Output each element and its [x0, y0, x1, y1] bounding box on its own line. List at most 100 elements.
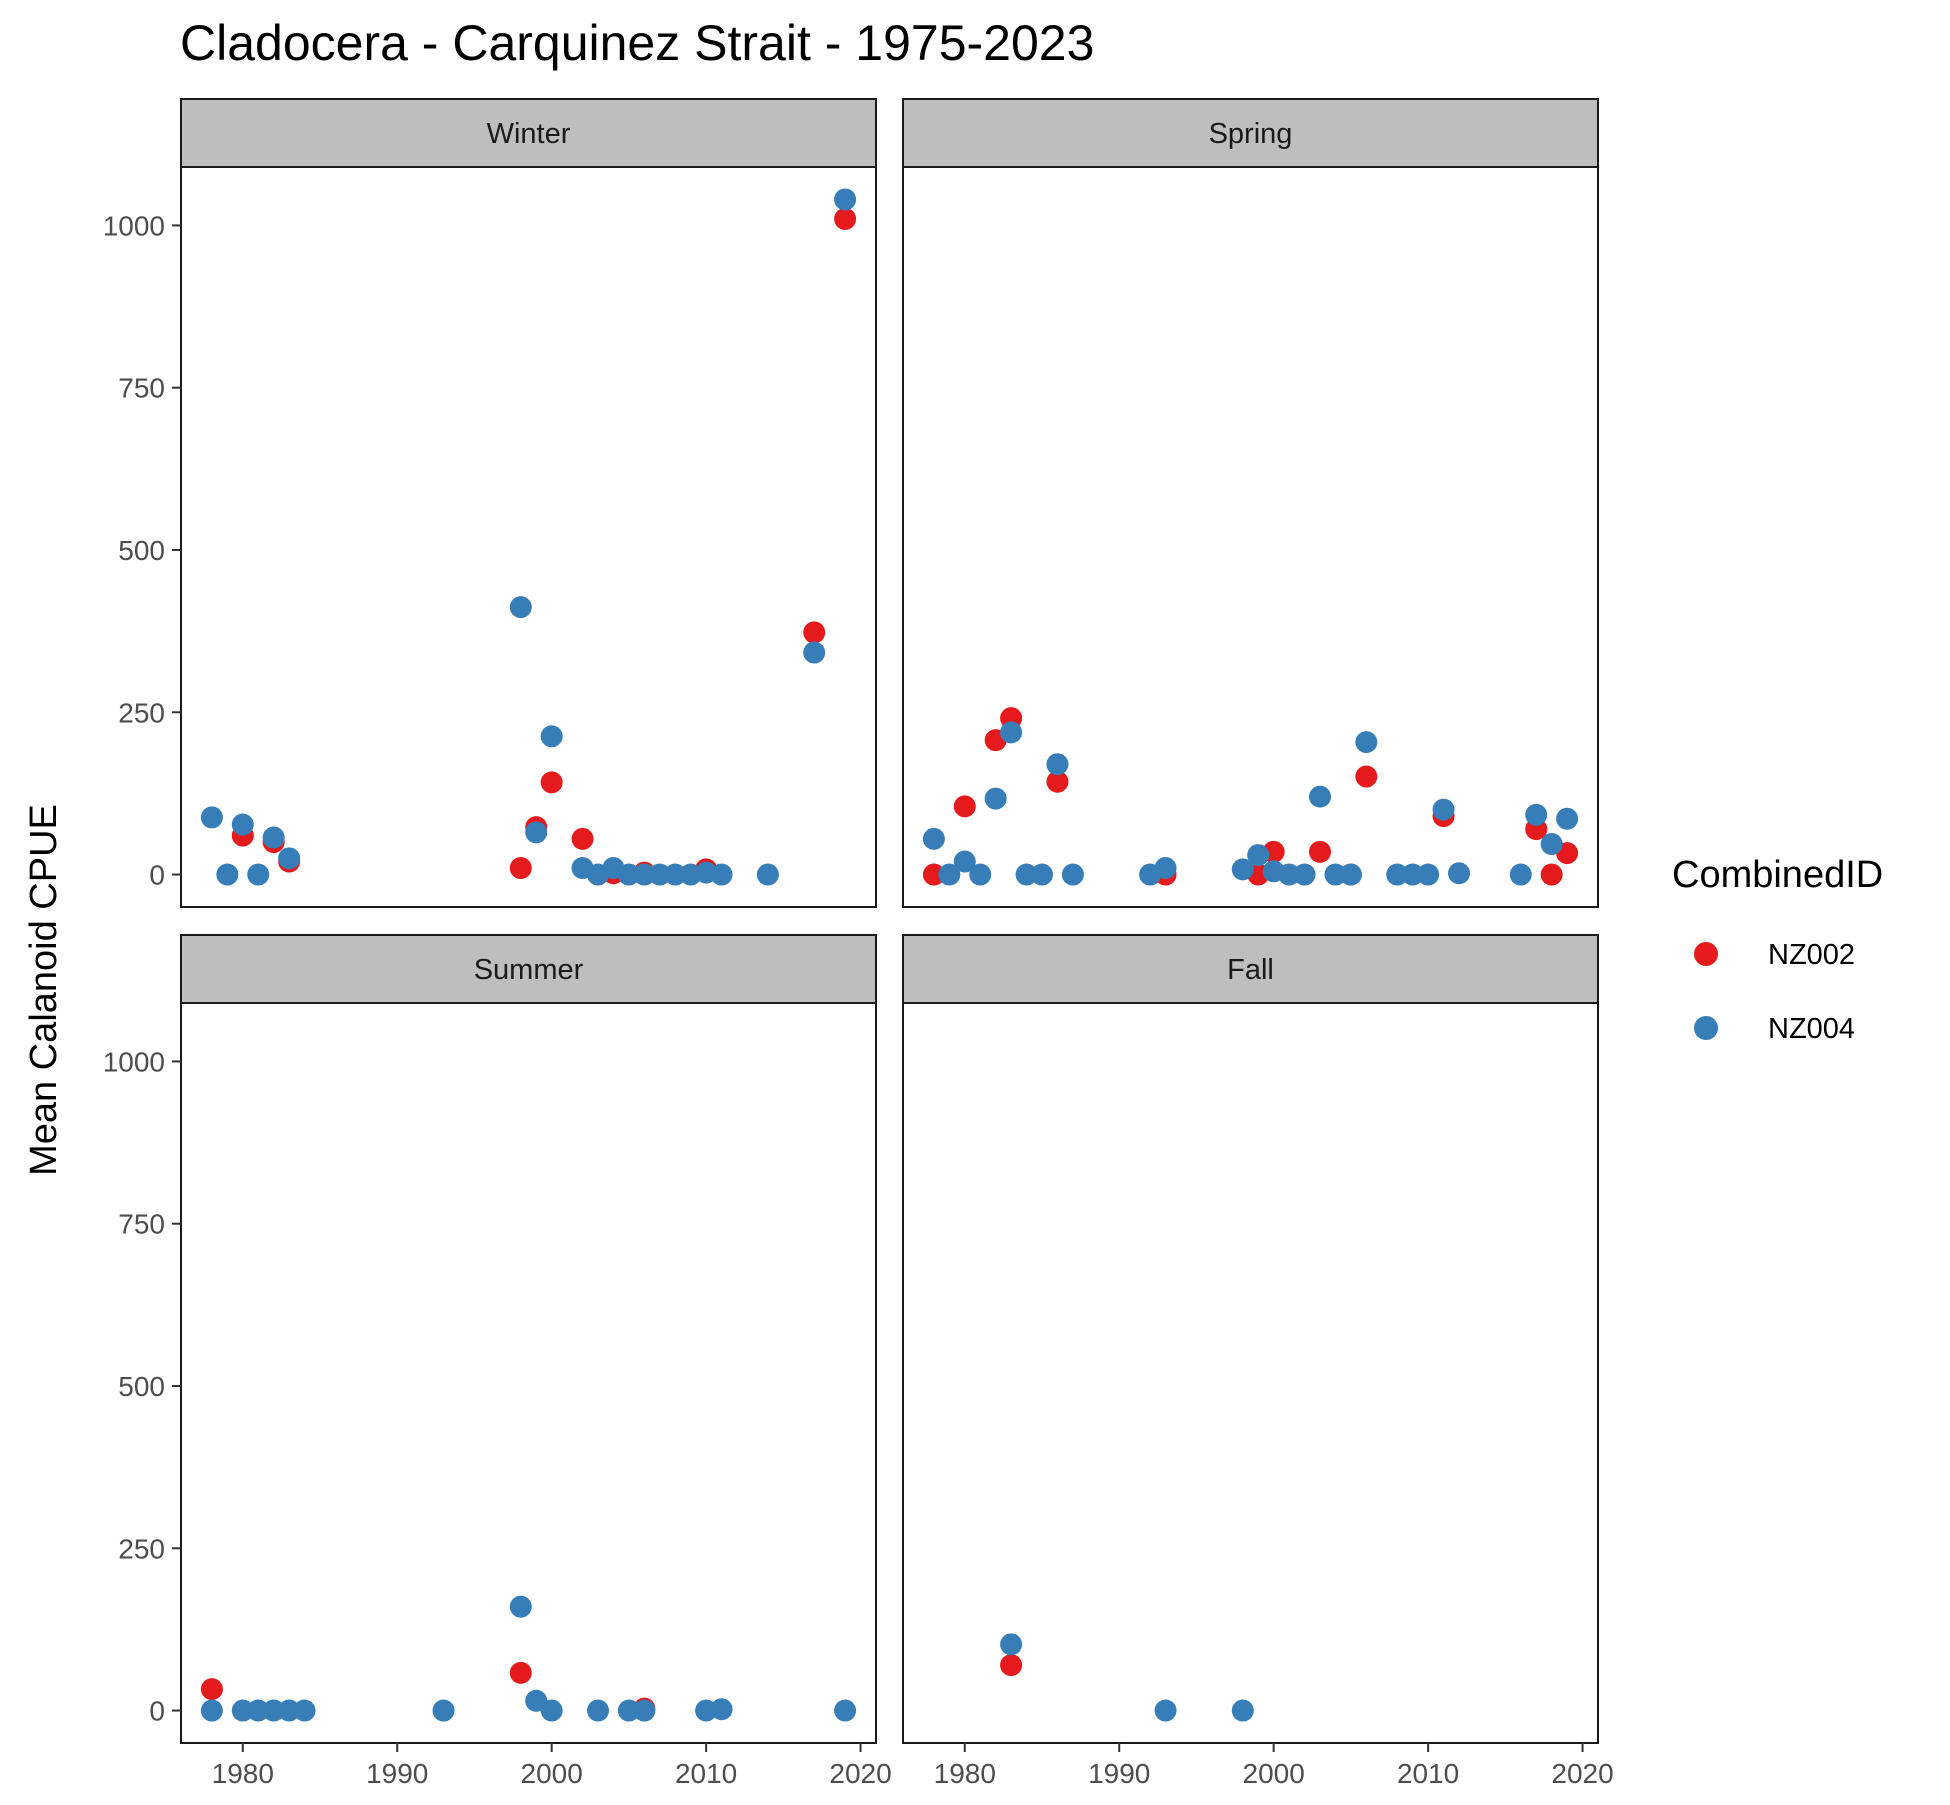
x-tick-label: 1980 [212, 1758, 274, 1789]
chart-title: Cladocera - Carquinez Strait - 1975-2023 [180, 15, 1094, 71]
point-winter-nz002 [571, 827, 594, 850]
point-fall-nz002 [1000, 1654, 1023, 1677]
point-spring-nz004 [1448, 862, 1470, 885]
point-winter-nz002 [803, 621, 826, 644]
point-winter-nz004 [664, 863, 687, 886]
x-tick-label: 2020 [829, 1758, 891, 1789]
x-tick-label: 1990 [366, 1758, 428, 1789]
y-tick-label: 750 [118, 1209, 165, 1240]
y-tick-label: 500 [118, 535, 165, 566]
point-summer-nz004 [587, 1699, 609, 1722]
point-spring-nz004 [1061, 863, 1084, 886]
x-tick-label: 1980 [934, 1758, 996, 1789]
panel-summer: Summer 0 250 500 750 1000 1980 1990 2000 2010 2020 [103, 934, 892, 1789]
point-summer-nz004 [633, 1699, 656, 1722]
point-spring-nz004 [1015, 863, 1038, 886]
point-spring-nz004 [1247, 844, 1270, 867]
point-fall-nz004 [1231, 1699, 1254, 1722]
legend-marker-nz002 [1694, 942, 1718, 966]
strip-summer [180, 934, 877, 1004]
y-axis-title: Mean Calanoid CPUE [23, 804, 65, 1176]
point-spring-nz004 [1154, 857, 1177, 880]
point-spring-nz004 [1509, 863, 1532, 886]
legend-label-nz002: NZ002 [1768, 939, 1855, 971]
point-spring-nz004 [984, 787, 1007, 810]
point-spring-nz004 [1525, 803, 1548, 826]
point-winter-nz004 [200, 806, 223, 829]
y-tick-label: 750 [118, 373, 165, 404]
x-tick-label: 2010 [1397, 1758, 1459, 1789]
point-summer-nz004 [432, 1699, 455, 1722]
point-winter-nz004 [710, 863, 733, 886]
point-winter-nz004 [262, 826, 285, 849]
point-summer-nz004 [540, 1699, 563, 1722]
point-summer-nz004 [834, 1699, 857, 1722]
panel-border-spring [902, 166, 1599, 908]
point-spring-nz004 [1046, 753, 1069, 776]
y-tick-label: 1000 [103, 210, 165, 241]
y-tick-label: 0 [149, 860, 165, 891]
strip-label-summer: Summer [474, 954, 584, 986]
point-summer-nz004 [231, 1699, 254, 1722]
strip-spring [902, 98, 1599, 168]
x-tick-label: 2000 [1243, 1758, 1305, 1789]
y-tick-label: 500 [118, 1371, 165, 1402]
point-winter-nz004 [756, 863, 779, 886]
point-summer-nz004 [509, 1595, 532, 1618]
panel-fall: Fall 1980 1990 2000 2010 2020 [902, 934, 1614, 1789]
panel-winter: Winter 0 250 500 750 1000 [103, 98, 877, 908]
point-winter-nz002 [834, 207, 857, 230]
point-summer-nz002 [509, 1661, 532, 1684]
point-spring-nz004 [1432, 798, 1455, 821]
point-spring-nz004 [1324, 863, 1347, 886]
panel-spring: Spring [902, 98, 1599, 908]
y-tick-label: 250 [118, 697, 165, 728]
point-spring-nz004 [1000, 721, 1023, 744]
point-summer-nz004 [278, 1699, 301, 1722]
point-summer-nz004 [710, 1698, 733, 1721]
point-spring-nz004 [1339, 863, 1362, 886]
strip-winter [180, 98, 877, 168]
point-winter-nz004 [509, 596, 532, 619]
point-spring-nz004 [938, 863, 961, 886]
panel-border-summer [180, 1002, 877, 1744]
point-spring-nz004 [953, 850, 976, 873]
point-winter-nz004 [834, 188, 857, 211]
point-spring-nz004 [922, 827, 945, 850]
point-winter-nz004 [231, 813, 254, 836]
panel-border-winter [180, 166, 877, 908]
point-winter-nz004 [648, 863, 671, 886]
point-winter-nz002 [540, 771, 563, 794]
point-spring-nz002 [1309, 840, 1331, 863]
point-spring-nz004 [969, 863, 992, 886]
point-summer-nz004 [200, 1699, 223, 1722]
point-spring-nz004 [1231, 858, 1254, 881]
x-tick-label: 1990 [1088, 1758, 1150, 1789]
point-spring-nz004 [1278, 863, 1301, 886]
panel-border-fall [902, 1002, 1599, 1744]
y-tick-label: 0 [149, 1696, 165, 1727]
y-tick-label: 250 [118, 1533, 165, 1564]
point-spring-nz004 [1401, 863, 1424, 886]
point-winter-nz004 [803, 641, 826, 664]
point-spring-nz004 [1293, 863, 1316, 886]
point-spring-nz004 [1386, 863, 1409, 886]
point-spring-nz004 [1309, 785, 1331, 808]
point-winter-nz004 [247, 863, 270, 886]
point-winter-nz004 [525, 821, 548, 844]
point-summer-nz004 [617, 1699, 640, 1722]
point-fall-nz004 [1000, 1633, 1023, 1656]
point-winter-nz004 [617, 863, 640, 886]
legend-marker-nz004 [1694, 1016, 1718, 1040]
legend: CombinedID NZ002 NZ004 [1672, 854, 1883, 1045]
point-winter-nz004 [216, 863, 239, 886]
x-tick-label: 2010 [675, 1758, 737, 1789]
point-winter-nz004 [633, 863, 656, 886]
point-spring-nz004 [1540, 833, 1563, 856]
point-spring-nz004 [1355, 731, 1378, 754]
strip-fall [902, 934, 1599, 1004]
point-summer-nz004 [262, 1699, 285, 1722]
panels-layer: Winter 0 250 500 750 1000 Spring Summer 0 250 500 7… [103, 98, 1614, 1789]
point-spring-nz002 [1046, 770, 1069, 793]
